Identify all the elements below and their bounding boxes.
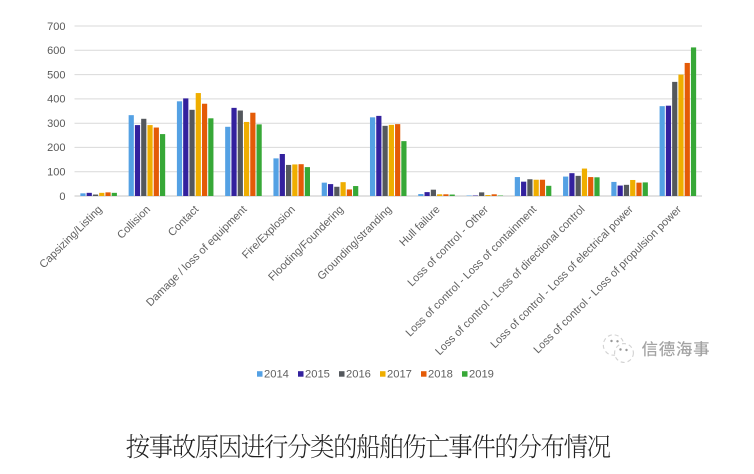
svg-text:200: 200 [47, 142, 65, 154]
svg-text:2019: 2019 [469, 368, 494, 380]
svg-text:2015: 2015 [305, 368, 330, 380]
svg-text:600: 600 [47, 45, 65, 57]
svg-text:2014: 2014 [264, 368, 289, 380]
svg-text:100: 100 [47, 167, 65, 179]
svg-text:2017: 2017 [387, 368, 412, 380]
svg-text:400: 400 [47, 94, 65, 106]
svg-text:2016: 2016 [346, 368, 371, 380]
svg-text:700: 700 [47, 21, 65, 33]
svg-text:2018: 2018 [428, 368, 453, 380]
svg-text:300: 300 [47, 118, 65, 130]
svg-text:0: 0 [59, 191, 65, 203]
svg-text:500: 500 [47, 69, 65, 81]
